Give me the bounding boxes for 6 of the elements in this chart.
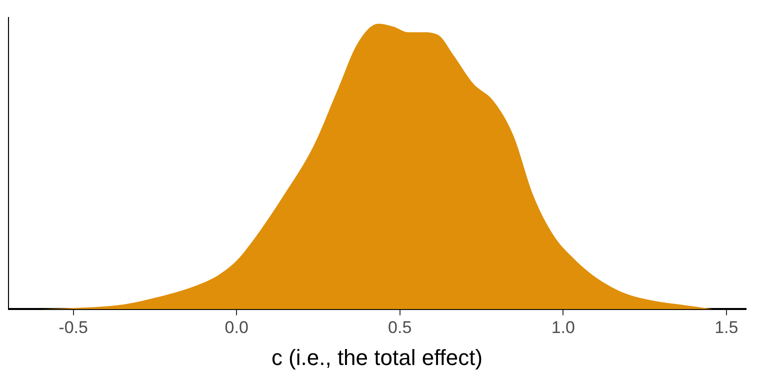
x-axis-title: c (i.e., the total effect) — [271, 344, 483, 370]
x-tick-label: 1.0 — [551, 318, 575, 338]
x-tick-label: 0.5 — [388, 318, 412, 338]
x-tick-label: 0.0 — [224, 318, 248, 338]
x-tick-label: 1.5 — [714, 318, 738, 338]
x-tick-label: -0.5 — [58, 318, 88, 338]
